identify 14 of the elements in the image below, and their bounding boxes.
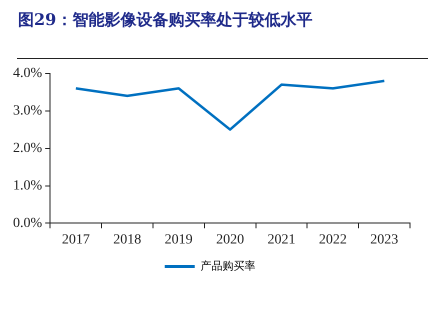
y-tick-label: 0.0%	[12, 216, 42, 231]
legend-label: 产品购买率	[200, 259, 256, 272]
chart-title: 图29：智能影像设备购买率处于较低水平	[18, 10, 312, 31]
y-tick-label: 4.0%	[12, 66, 42, 82]
y-tick-label: 1.0%	[12, 178, 42, 194]
y-tick-label: 2.0%	[12, 140, 42, 156]
x-tick-label: 2022	[318, 232, 347, 248]
x-tick-label: 2017	[62, 232, 90, 248]
x-tick-label: 2023	[370, 232, 398, 248]
y-tick-label: 3.0%	[12, 104, 42, 119]
x-tick-label: 2018	[113, 232, 142, 248]
x-tick-label: 2020	[216, 232, 244, 248]
x-tick-label: 2019	[164, 232, 193, 248]
x-tick-label: 2021	[267, 232, 296, 248]
